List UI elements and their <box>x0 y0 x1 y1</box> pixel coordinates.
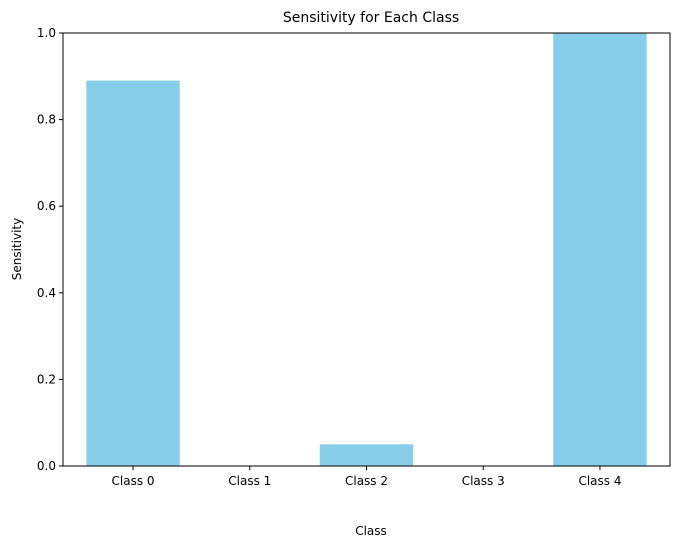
y-tick-label: 0.2 <box>37 372 56 386</box>
y-axis-ticks: 0.0 0.2 0.4 0.6 0.8 1.0 <box>37 26 63 473</box>
bars-group <box>86 33 647 466</box>
x-tick-label: Class 1 <box>228 474 271 488</box>
bar-class-2 <box>319 444 414 466</box>
x-tick-label: Class 2 <box>345 474 388 488</box>
y-axis-label: Sensitivity <box>10 218 24 280</box>
y-tick-label: 1.0 <box>37 26 56 40</box>
plot-frame <box>62 32 671 467</box>
chart-title: Sensitivity for Each Class <box>283 10 459 26</box>
bar-class-4 <box>553 33 647 466</box>
y-tick-label: 0.4 <box>37 286 56 300</box>
x-tick-label: Class 3 <box>462 474 505 488</box>
x-tick-label: Class 0 <box>112 474 155 488</box>
y-tick-label: 0.0 <box>37 459 56 473</box>
x-axis-label: Class <box>355 524 387 538</box>
y-tick-label: 0.6 <box>37 199 56 213</box>
x-axis-ticks: Class 0 Class 1 Class 2 Class 3 Class 4 <box>112 466 621 488</box>
bar-class-0 <box>86 80 180 466</box>
x-tick-label: Class 4 <box>578 474 621 488</box>
y-tick-label: 0.8 <box>37 113 56 127</box>
